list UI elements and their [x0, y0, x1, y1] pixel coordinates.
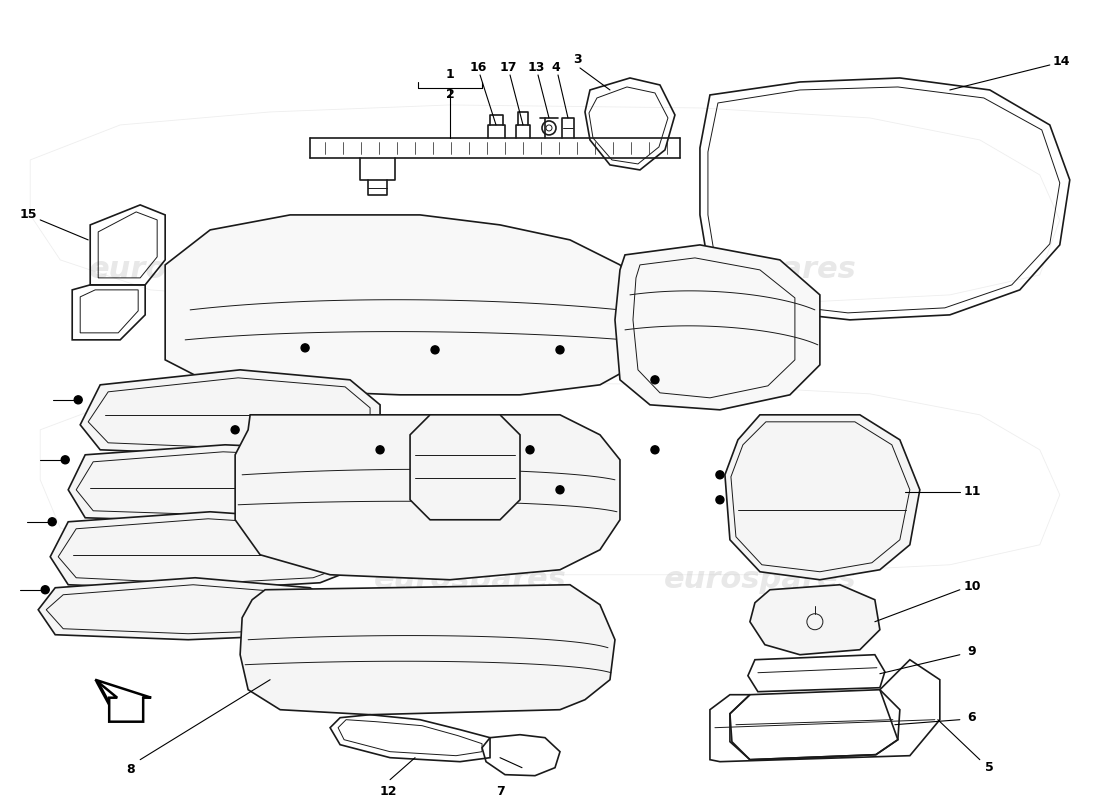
Text: 13: 13 [527, 62, 544, 74]
Text: 4: 4 [551, 62, 560, 74]
Circle shape [716, 496, 724, 504]
Text: 16: 16 [470, 62, 486, 74]
Circle shape [48, 518, 56, 526]
Text: eurospares: eurospares [663, 255, 856, 284]
Circle shape [41, 586, 50, 594]
Text: 9: 9 [968, 646, 976, 658]
Polygon shape [410, 415, 520, 520]
Circle shape [431, 346, 439, 354]
Polygon shape [615, 245, 820, 410]
Polygon shape [68, 445, 370, 522]
Polygon shape [51, 512, 355, 590]
Text: eurospares: eurospares [663, 566, 856, 594]
Polygon shape [750, 585, 880, 654]
Polygon shape [39, 578, 338, 640]
Text: eurospares: eurospares [89, 566, 282, 594]
Circle shape [651, 446, 659, 454]
Text: 11: 11 [964, 486, 980, 498]
Text: 2: 2 [446, 89, 454, 102]
Text: 1: 1 [446, 69, 454, 82]
Text: eurospares: eurospares [374, 255, 566, 284]
Text: 7: 7 [496, 785, 505, 798]
Circle shape [651, 376, 659, 384]
Polygon shape [80, 370, 381, 455]
Circle shape [301, 344, 309, 352]
Circle shape [74, 396, 82, 404]
Polygon shape [165, 215, 645, 395]
Text: 17: 17 [499, 62, 517, 74]
Circle shape [231, 426, 239, 434]
Text: eurospares: eurospares [374, 566, 566, 594]
Text: eurospares: eurospares [89, 255, 282, 284]
Text: 10: 10 [964, 580, 980, 594]
Polygon shape [725, 415, 920, 580]
Circle shape [62, 456, 69, 464]
Text: 15: 15 [20, 209, 37, 222]
Text: 8: 8 [125, 763, 134, 776]
Text: 12: 12 [379, 785, 397, 798]
Polygon shape [235, 415, 620, 580]
Text: 5: 5 [986, 761, 994, 774]
Circle shape [556, 346, 564, 354]
Text: 3: 3 [574, 54, 582, 66]
Circle shape [376, 446, 384, 454]
Text: 14: 14 [1053, 55, 1070, 69]
Polygon shape [240, 585, 615, 714]
Circle shape [526, 446, 534, 454]
Polygon shape [96, 680, 151, 722]
Circle shape [716, 470, 724, 478]
Text: 6: 6 [968, 711, 976, 724]
Circle shape [556, 486, 564, 494]
